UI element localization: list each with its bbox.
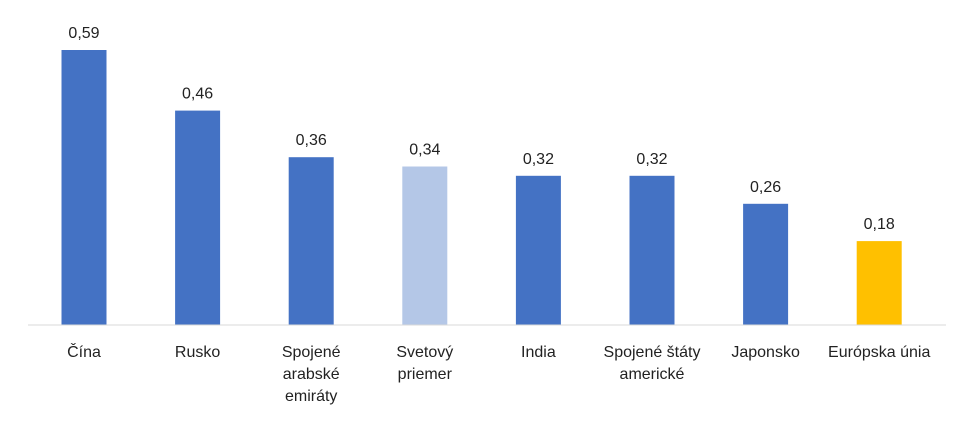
category-label-line: priemer (398, 366, 453, 383)
bar-1 (175, 110, 221, 325)
category-label-line: India (521, 344, 556, 361)
category-label-2: Spojené arabské emiráty (282, 344, 341, 405)
category-label-line: americké (620, 366, 685, 383)
bar-4 (515, 175, 561, 325)
category-labels-group: Čína Rusko Spojené arabské emiráty Svetový pri… (67, 342, 930, 405)
category-label-6: Japonsko (731, 344, 800, 361)
data-label-6: 0,26 (750, 179, 781, 196)
data-label-3: 0,34 (409, 142, 440, 159)
category-label-line: Spojené (282, 344, 341, 361)
category-label-line: Svetový (396, 344, 453, 361)
bar-0 (61, 50, 107, 325)
data-label-1: 0,46 (182, 86, 213, 103)
value-labels-group: 0,59 0,46 0,36 0,34 0,32 0,32 0,26 0,18 (68, 25, 894, 233)
bar-7 (856, 241, 902, 325)
category-label-line: emiráty (285, 388, 337, 405)
bar-6 (743, 203, 789, 325)
category-label-line: Európska únia (828, 344, 930, 361)
category-label-line: Rusko (175, 344, 220, 361)
bar-3 (402, 166, 448, 325)
category-label-1: Rusko (175, 344, 220, 361)
data-label-7: 0,18 (864, 216, 895, 233)
category-label-line: arabské (283, 366, 340, 383)
category-label-line: Spojené štáty (604, 344, 701, 361)
category-label-7: Európska únia (828, 344, 930, 361)
bar-5 (629, 175, 675, 325)
data-label-2: 0,36 (296, 132, 327, 149)
category-label-line: Japonsko (731, 344, 800, 361)
data-label-0: 0,59 (68, 25, 99, 42)
category-label-5: Spojené štáty americké (604, 344, 701, 383)
category-label-3: Svetový priemer (396, 344, 453, 383)
category-label-0: Čína (67, 342, 101, 361)
category-label-4: India (521, 344, 556, 361)
bar-2 (288, 157, 334, 325)
bars-group (61, 50, 902, 325)
data-label-5: 0,32 (636, 151, 667, 168)
data-label-4: 0,32 (523, 151, 554, 168)
category-label-line: Čína (67, 342, 101, 361)
